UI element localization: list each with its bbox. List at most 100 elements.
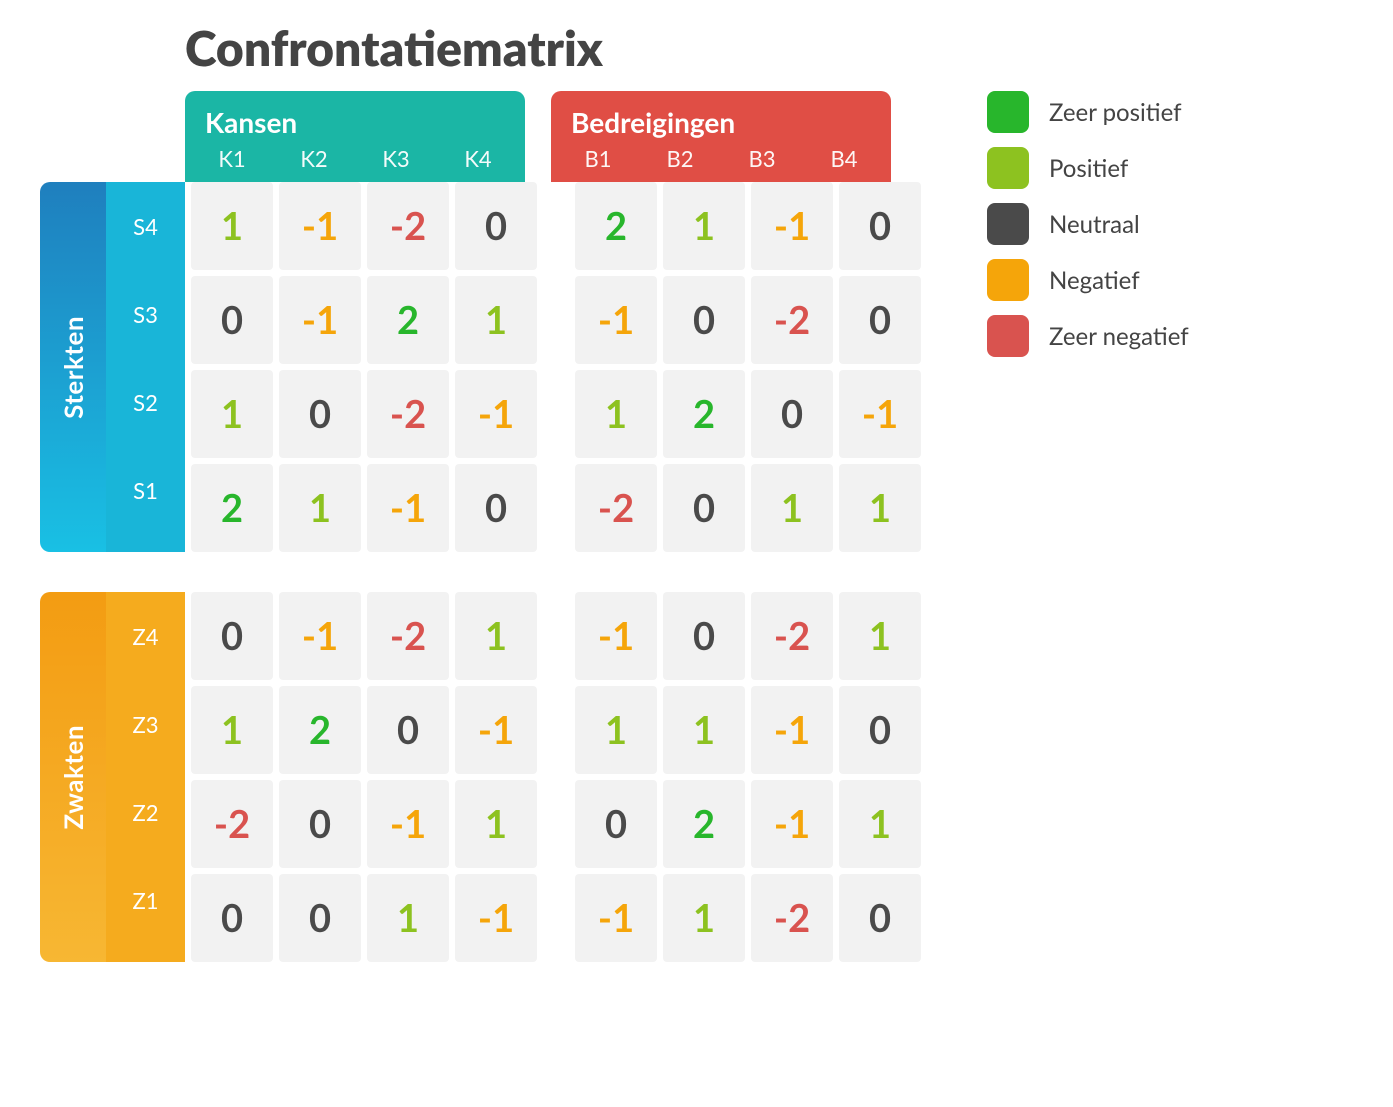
legend-label: Positief [1049, 154, 1128, 183]
rowgroup-zwakten: ZwaktenZ4Z3Z2Z10-1-21120-1-20-11001-1-10… [40, 592, 927, 962]
matrix-cell: 0 [279, 780, 361, 868]
matrix-cell: -2 [751, 592, 833, 680]
matrix-cell: 0 [575, 780, 657, 868]
matrix-cell: 0 [839, 686, 921, 774]
col-label: K4 [437, 145, 519, 172]
legend-swatch [987, 147, 1029, 189]
colgroup-title: Bedreigingen [551, 91, 891, 145]
matrix-cell: 0 [839, 874, 921, 962]
colgroup-kansen: KansenK1K2K3K4 [185, 91, 525, 182]
matrix-cell: -1 [279, 182, 361, 270]
matrix-cell: -1 [751, 182, 833, 270]
matrix-cell: 1 [455, 592, 537, 680]
matrix-cell: 2 [191, 464, 273, 552]
col-label: K1 [191, 145, 273, 172]
matrix-cell: 1 [191, 370, 273, 458]
legend-item: Zeer negatief [987, 315, 1189, 357]
rowgroup-title: Zwakten [57, 725, 89, 830]
matrix-cell: 2 [575, 182, 657, 270]
matrix-cell: 0 [839, 182, 921, 270]
page-title: Confrontatiematrix [185, 20, 1353, 77]
rowgroup-sterkten: SterktenS4S3S2S11-1-200-12110-2-121-1021… [40, 182, 927, 552]
legend-swatch [987, 259, 1029, 301]
legend-item: Neutraal [987, 203, 1189, 245]
row-label: Z4 [106, 592, 185, 680]
matrix-cell: 1 [663, 874, 745, 962]
matrix-cell: -1 [575, 874, 657, 962]
col-label: K3 [355, 145, 437, 172]
row-label: S1 [106, 446, 185, 534]
confrontation-matrix: KansenK1K2K3K4BedreigingenB1B2B3B4 Sterk… [40, 91, 927, 962]
matrix-cell: 2 [367, 276, 449, 364]
matrix-cell: 1 [191, 182, 273, 270]
matrix-cell: -1 [367, 464, 449, 552]
matrix-cell: 1 [455, 780, 537, 868]
matrix-cell: -2 [367, 592, 449, 680]
matrix-cell: 1 [191, 686, 273, 774]
col-label: B2 [639, 145, 721, 172]
row-label: Z3 [106, 680, 185, 768]
matrix-cell: -2 [751, 874, 833, 962]
matrix-cell: 0 [455, 182, 537, 270]
matrix-cell: -1 [839, 370, 921, 458]
grid-zwakten-bedreigingen: -10-2111-1002-11-11-20 [569, 592, 927, 962]
matrix-cell: 0 [751, 370, 833, 458]
legend-item: Negatief [987, 259, 1189, 301]
row-label: S3 [106, 270, 185, 358]
rowgroup-header: Sterkten [40, 182, 106, 552]
matrix-cell: -1 [455, 874, 537, 962]
matrix-cell: -1 [575, 592, 657, 680]
matrix-cell: 1 [751, 464, 833, 552]
matrix-cell: 0 [663, 276, 745, 364]
matrix-cell: -2 [575, 464, 657, 552]
col-label: B1 [557, 145, 639, 172]
legend-item: Positief [987, 147, 1189, 189]
matrix-cell: 2 [663, 780, 745, 868]
matrix-cell: -2 [367, 370, 449, 458]
matrix-cell: 0 [279, 874, 361, 962]
rowgroup-header: Zwakten [40, 592, 106, 962]
legend-label: Neutraal [1049, 210, 1140, 239]
matrix-cell: -1 [751, 686, 833, 774]
grid-zwakten-kansen: 0-1-21120-1-20-11001-1 [185, 592, 543, 962]
matrix-cell: -1 [367, 780, 449, 868]
matrix-cell: 0 [839, 276, 921, 364]
matrix-cell: 0 [455, 464, 537, 552]
matrix-cell: 1 [663, 182, 745, 270]
matrix-cell: -1 [279, 276, 361, 364]
row-label: S4 [106, 182, 185, 270]
legend-item: Zeer positief [987, 91, 1189, 133]
colgroup-title: Kansen [185, 91, 525, 145]
col-label: K2 [273, 145, 355, 172]
legend-label: Zeer negatief [1049, 322, 1189, 351]
matrix-cell: 0 [191, 874, 273, 962]
matrix-cell: -1 [455, 686, 537, 774]
grid-sterkten-bedreigingen: 21-10-10-20120-1-2011 [569, 182, 927, 552]
matrix-cell: 2 [279, 686, 361, 774]
matrix-cell: 0 [663, 592, 745, 680]
matrix-cell: 2 [663, 370, 745, 458]
row-label: Z2 [106, 768, 185, 856]
matrix-cell: 0 [191, 592, 273, 680]
matrix-cell: 1 [839, 464, 921, 552]
matrix-cell: 1 [279, 464, 361, 552]
legend-swatch [987, 203, 1029, 245]
matrix-cell: -1 [279, 592, 361, 680]
grid-sterkten-kansen: 1-1-200-12110-2-121-10 [185, 182, 543, 552]
matrix-cell: -2 [191, 780, 273, 868]
matrix-cell: 1 [575, 370, 657, 458]
legend-label: Negatief [1049, 266, 1140, 295]
matrix-cell: 1 [367, 874, 449, 962]
legend-swatch [987, 315, 1029, 357]
rowgroup-title: Sterkten [57, 316, 89, 419]
matrix-cell: 0 [367, 686, 449, 774]
matrix-cell: 0 [279, 370, 361, 458]
matrix-cell: 1 [839, 780, 921, 868]
matrix-cell: 1 [455, 276, 537, 364]
col-label: B3 [721, 145, 803, 172]
matrix-cell: 1 [575, 686, 657, 774]
matrix-cell: -1 [751, 780, 833, 868]
legend-label: Zeer positief [1049, 98, 1182, 127]
matrix-cell: 1 [839, 592, 921, 680]
matrix-cell: 0 [663, 464, 745, 552]
